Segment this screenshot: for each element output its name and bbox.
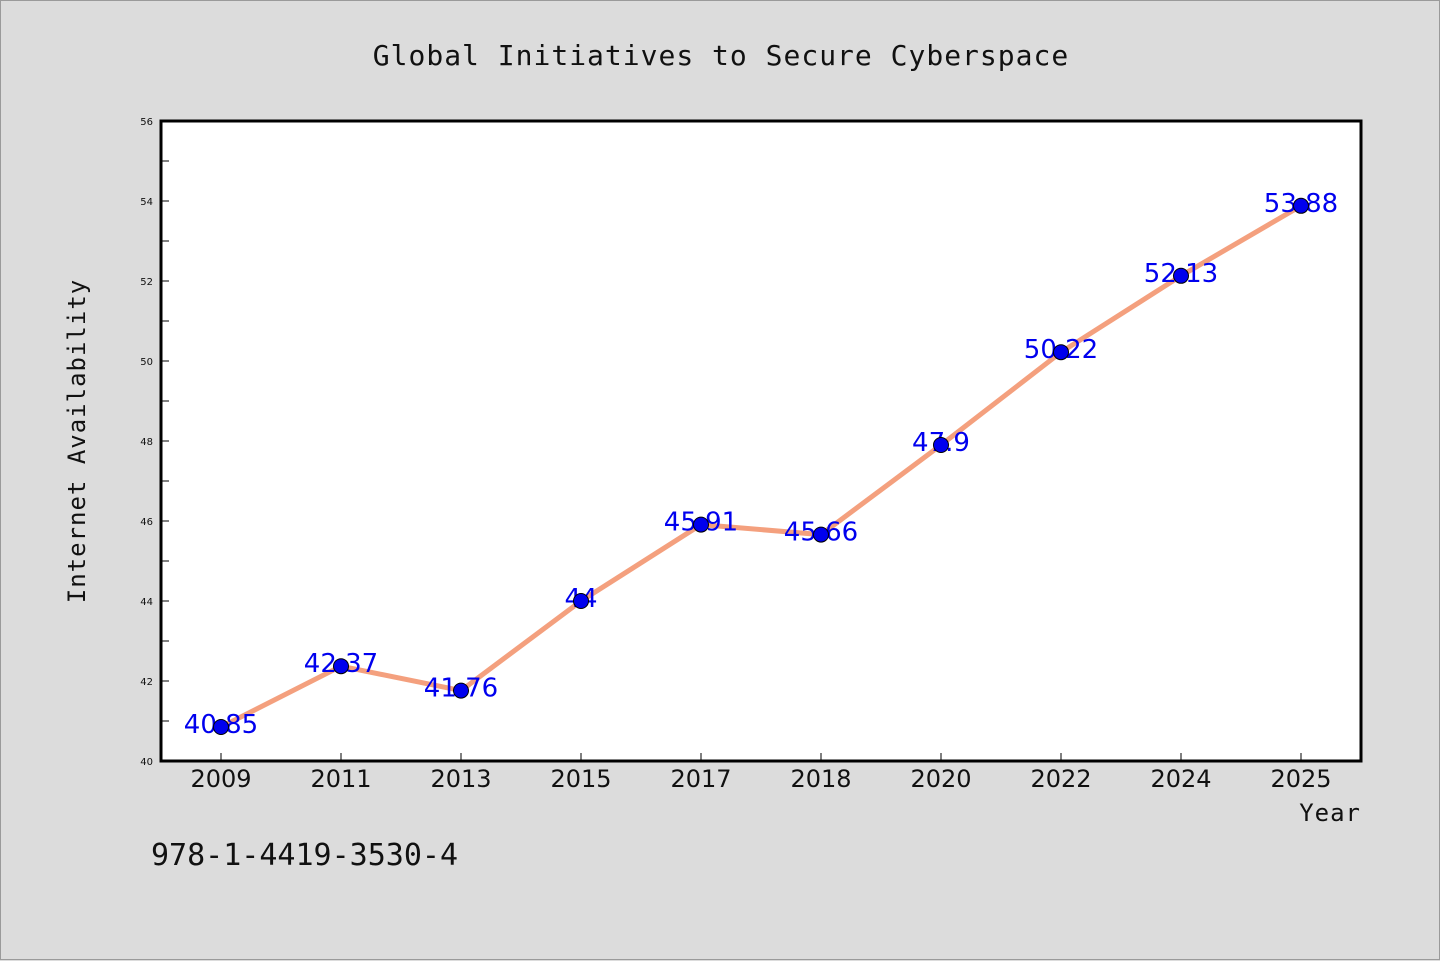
data-point bbox=[453, 682, 469, 699]
y-tick-label: 48 bbox=[140, 437, 153, 448]
x-tick-label: 2011 bbox=[310, 765, 371, 793]
y-axis-label: Internet Availability bbox=[63, 279, 91, 603]
y-tick-label: 44 bbox=[140, 597, 153, 608]
data-point bbox=[333, 658, 349, 675]
plot-area bbox=[159, 119, 1363, 763]
x-axis-label: Year bbox=[1299, 799, 1361, 827]
x-tick-label: 2017 bbox=[670, 765, 731, 793]
x-axis: 2009 2011 2013 2015 2017 2018 2020 2022 2024 2025 bbox=[190, 753, 1332, 793]
data-markers bbox=[213, 197, 1309, 735]
y-tick-label: 40 bbox=[140, 757, 153, 768]
series-line bbox=[219, 203, 1303, 730]
data-point bbox=[213, 719, 229, 735]
x-tick-label: 2025 bbox=[1270, 765, 1331, 793]
x-tick-label: 2020 bbox=[910, 765, 971, 793]
y-tick-label: 52 bbox=[140, 277, 153, 288]
y-tick-label: 54 bbox=[140, 197, 153, 208]
y-tick-label: 42 bbox=[140, 677, 153, 688]
x-tick-label: 2022 bbox=[1030, 765, 1091, 793]
data-point bbox=[933, 437, 949, 453]
y-tick-label: 46 bbox=[140, 517, 153, 528]
x-tick-label: 2015 bbox=[550, 765, 611, 793]
data-point bbox=[813, 526, 829, 543]
data-point bbox=[1293, 197, 1309, 214]
isbn-text: 978-1-4419-3530-4 bbox=[151, 838, 458, 873]
x-tick-label: 2013 bbox=[430, 765, 491, 793]
data-point bbox=[693, 516, 709, 533]
chart-title: Global Initiatives to Secure Cyberspace bbox=[373, 39, 1069, 72]
y-tick-label: 56 bbox=[140, 117, 153, 128]
y-axis: 40 42 44 46 48 50 52 54 56 bbox=[140, 117, 169, 768]
data-point bbox=[573, 593, 589, 609]
data-point bbox=[1173, 267, 1189, 284]
y-tick-label: 50 bbox=[140, 357, 153, 368]
x-tick-label: 2024 bbox=[1150, 765, 1211, 793]
x-tick-label: 2009 bbox=[190, 765, 251, 793]
data-point bbox=[1053, 344, 1069, 361]
x-tick-label: 2018 bbox=[790, 765, 851, 793]
